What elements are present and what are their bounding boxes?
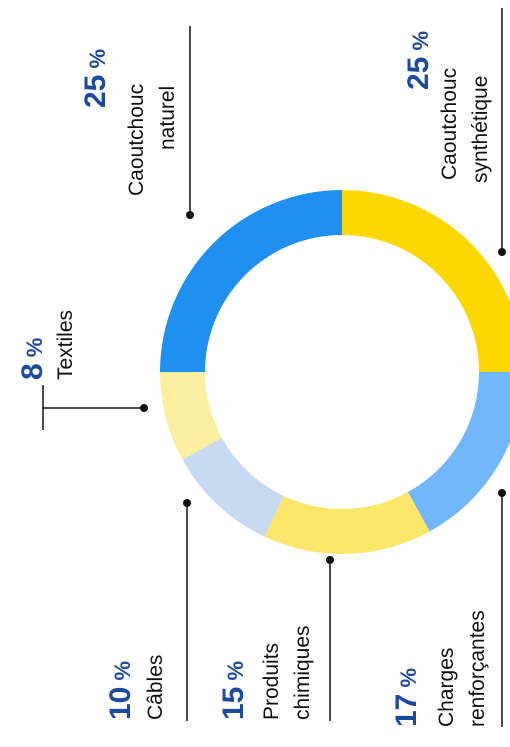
slice-name-label: Câbles: [144, 655, 167, 720]
slice-value-label: 25 %: [402, 31, 435, 90]
donut-slice: [264, 492, 430, 554]
donut-slice: [160, 190, 342, 372]
slice-value-label: 15 %: [217, 661, 250, 720]
slice-value-label: 25 %: [79, 49, 112, 108]
slice-name-label: Caoutchouc: [125, 84, 148, 196]
slice-name-label: Caoutchouc: [438, 68, 461, 180]
slice-name-label: Textiles: [54, 310, 77, 380]
slice-name-label: chimiques: [291, 625, 314, 720]
donut-slice: [182, 438, 284, 537]
donut-slice: [408, 372, 510, 532]
slice-name-label: Charges: [435, 648, 458, 727]
slice-name-label: naturel: [156, 86, 179, 150]
donut-slices: [160, 190, 510, 554]
donut-slice: [342, 190, 510, 372]
donut-slice: [160, 372, 222, 460]
slice-name-label: synthétique: [469, 76, 492, 183]
slice-value-label: 17 %: [390, 668, 423, 727]
slice-value-label: 10 %: [104, 661, 137, 720]
slice-name-label: renforçantes: [466, 610, 489, 727]
slice-name-label: Produits: [260, 643, 283, 720]
slice-value-label: 8 %: [16, 338, 49, 380]
